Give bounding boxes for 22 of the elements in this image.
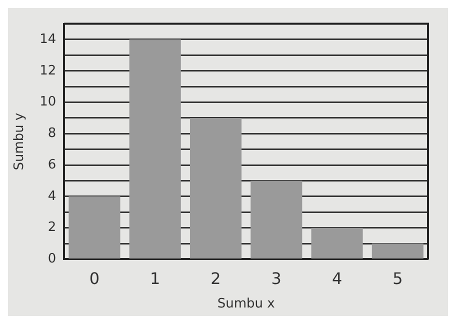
x-tick-label: 0	[89, 268, 100, 288]
y-axis-title: Sumbu y	[12, 112, 28, 170]
y-tick-label: 8	[48, 126, 56, 142]
bar	[311, 228, 363, 258]
x-tick-label: 2	[210, 268, 221, 288]
y-tick-label: 4	[48, 188, 56, 204]
bar	[68, 196, 120, 258]
x-tick-label: 3	[271, 268, 282, 288]
y-tick-label: 0	[48, 252, 56, 267]
y-tick-label: 12	[40, 63, 56, 78]
x-tick-label: 1	[150, 268, 160, 288]
bar	[129, 39, 181, 258]
x-tick-label: 4	[332, 268, 342, 288]
y-tick-label: 6	[48, 157, 56, 172]
bar	[250, 180, 302, 258]
bar	[190, 118, 242, 258]
x-axis-title: Sumbu x	[217, 296, 276, 312]
bar	[372, 244, 424, 258]
y-tick-label: 14	[40, 32, 56, 47]
y-tick-label: 2	[48, 220, 56, 236]
x-tick-label: 5	[392, 268, 403, 288]
y-tick-label: 10	[40, 94, 56, 110]
